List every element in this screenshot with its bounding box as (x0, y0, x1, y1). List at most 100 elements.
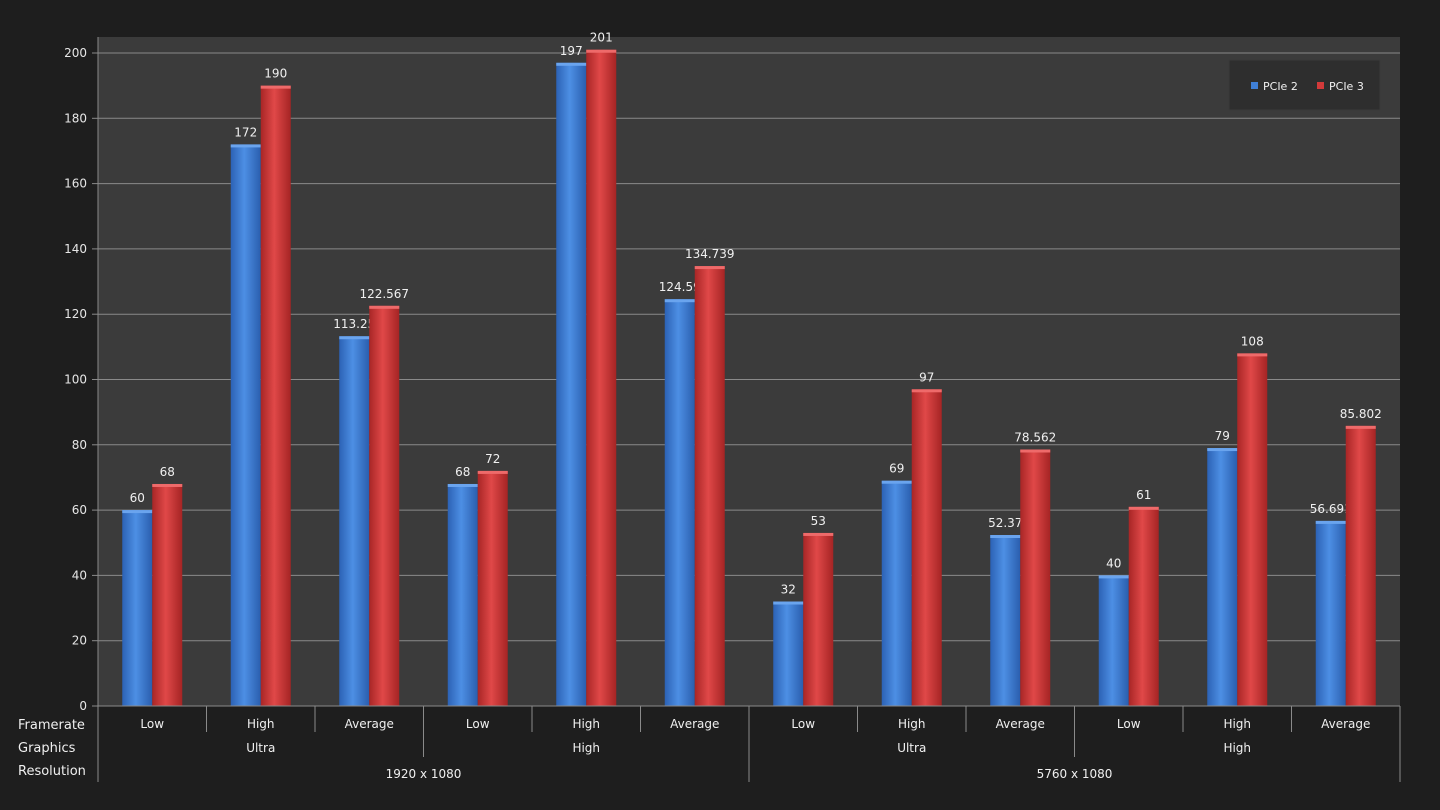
legend: PCIe 2 PCIe 3 (1228, 59, 1381, 111)
data-label: 78.562 (1014, 430, 1056, 444)
y-tick-label: 60 (72, 503, 87, 517)
gridlines (98, 52, 1400, 707)
bar-pcie2 (230, 144, 261, 707)
bar-cap (1237, 353, 1268, 357)
category-label: Low (1117, 717, 1141, 731)
bar-pcie2 (773, 601, 804, 706)
bar-cap (556, 62, 587, 66)
bar-cap (773, 601, 804, 605)
data-label: 113.25 (333, 317, 375, 331)
data-label: 69 (889, 462, 904, 476)
row-label: Resolution (18, 764, 86, 779)
data-label: 201 (590, 31, 613, 45)
data-label: 72 (485, 452, 500, 466)
bar-pcie3 (369, 305, 400, 706)
bar-cap (911, 389, 942, 393)
bar-cap (990, 535, 1021, 539)
bar-pcie3 (1237, 353, 1268, 706)
graphics-label: High (572, 741, 600, 755)
bar-pcie2 (556, 62, 587, 707)
bar-pcie3 (477, 470, 508, 706)
category-label: Low (140, 717, 164, 731)
data-label: 108 (1241, 334, 1264, 348)
category-label: Average (996, 717, 1045, 731)
bar-cap (152, 483, 183, 487)
legend-label: PCIe 2 (1263, 80, 1298, 93)
bar-cap (1345, 425, 1376, 429)
bars: 60 172 113.25 68 197 124.59 32 69 52.37 40 79 56.69… (122, 31, 1382, 707)
category-label: High (898, 717, 926, 731)
bar-cap (664, 299, 695, 303)
bar-pcie2 (339, 336, 370, 706)
category-label: High (247, 717, 275, 731)
row-label: Graphics (18, 741, 76, 756)
data-label: 68 (160, 465, 175, 479)
x-axis: Framerate Graphics Resolution Low High Averag… (18, 705, 1401, 782)
bar-cap (122, 510, 153, 514)
bar-cap (1207, 448, 1238, 452)
data-label: 85.802 (1340, 407, 1382, 421)
data-label: 172 (234, 125, 257, 139)
bar-cap (230, 144, 261, 148)
data-label: 122.567 (359, 287, 409, 301)
bar-pcie3 (152, 483, 183, 706)
bar-pcie3 (586, 49, 617, 707)
bar-cap (447, 483, 478, 487)
category-label: Average (345, 717, 394, 731)
y-tick-label: 80 (72, 438, 87, 452)
bar-pcie3 (1020, 449, 1051, 706)
bar-pcie3 (1128, 506, 1159, 706)
bar-cap (586, 49, 617, 53)
bar-pcie3 (911, 389, 942, 706)
graphics-label: Ultra (246, 741, 275, 755)
bar-pcie2 (1207, 448, 1238, 706)
legend-swatch-pcie3 (1317, 82, 1324, 89)
y-tick-label: 180 (64, 111, 87, 125)
bar-pcie3 (694, 266, 725, 706)
data-label: 52.37 (988, 516, 1022, 530)
data-label: 124.59 (659, 280, 701, 294)
bar-cap (477, 470, 508, 474)
bar-cap (339, 336, 370, 340)
bar-cap (260, 85, 291, 89)
y-tick-label: 140 (64, 242, 87, 256)
y-tick-label: 120 (64, 307, 87, 321)
bar-pcie2 (1315, 520, 1346, 706)
category-label: High (1223, 717, 1251, 731)
data-label: 190 (264, 67, 287, 81)
plot-area (98, 37, 1400, 706)
y-tick-label: 160 (64, 177, 87, 191)
bar-cap (1098, 575, 1129, 579)
category-label: Average (670, 717, 719, 731)
data-label: 134.739 (685, 247, 735, 261)
bar-pcie3 (1345, 425, 1376, 706)
data-label: 40 (1106, 556, 1121, 570)
bar-cap (803, 532, 834, 536)
bar-cap (1128, 506, 1159, 510)
bar-pcie2 (122, 510, 153, 706)
bar-cap (881, 480, 912, 484)
bar-pcie2 (990, 535, 1021, 706)
bar-pcie3 (260, 85, 291, 706)
data-label: 79 (1215, 429, 1230, 443)
graphics-label: High (1223, 741, 1251, 755)
category-label: Low (466, 717, 490, 731)
bar-pcie3 (803, 532, 834, 706)
data-label: 53 (811, 514, 826, 528)
bar-pcie2 (664, 299, 695, 706)
data-label: 68 (455, 465, 470, 479)
y-tick-label: 100 (64, 373, 87, 387)
data-label: 97 (919, 370, 934, 384)
graphics-label: Ultra (897, 741, 926, 755)
data-label: 60 (130, 491, 145, 505)
data-label: 56.691 (1310, 502, 1352, 516)
legend-swatch-pcie2 (1251, 82, 1258, 89)
bar-cap (1315, 520, 1346, 524)
bar-cap (369, 305, 400, 309)
bar-pcie2 (1098, 575, 1129, 706)
data-label: 32 (781, 583, 796, 597)
y-tick-label: 200 (64, 46, 87, 60)
data-label: 197 (560, 44, 583, 58)
data-label: 61 (1136, 488, 1151, 502)
